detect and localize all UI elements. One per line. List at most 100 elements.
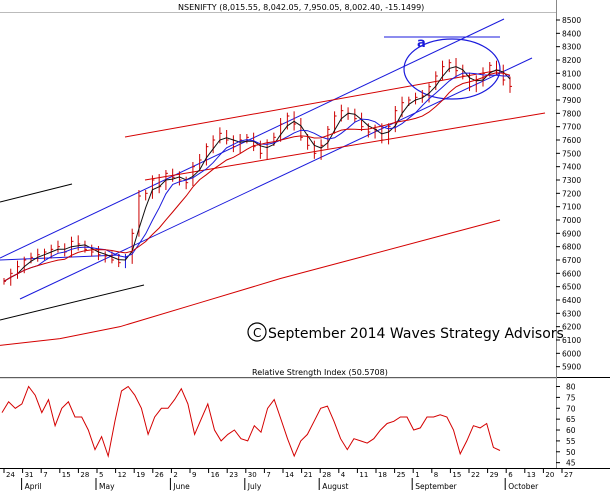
xaxis-day-label: 24 xyxy=(6,471,15,479)
price-ytick-label: 7700 xyxy=(562,123,581,132)
long-ma-line xyxy=(0,219,501,346)
price-ytick-label: 5900 xyxy=(562,363,581,372)
xaxis-month-label: July xyxy=(247,482,262,491)
blue-ellipse xyxy=(403,38,501,100)
rsi-ytick-label: 80 xyxy=(566,383,576,392)
rsi-ytick-label: 60 xyxy=(566,426,576,435)
price-ytick-label: 6400 xyxy=(562,296,581,305)
xaxis-day-label: 16 xyxy=(211,471,220,479)
watermark-text: September 2014 Waves Strategy Advisors xyxy=(268,326,564,342)
xaxis-month-label: June xyxy=(172,482,190,491)
rsi-line xyxy=(1,385,501,459)
xaxis-month-label: August xyxy=(322,482,348,491)
xaxis-day-label: 6 xyxy=(508,471,513,479)
xaxis-month-label: September xyxy=(415,482,457,491)
watermark: C September 2014 Waves Strategy Advisors xyxy=(247,322,564,342)
price-ytick-label: 7500 xyxy=(562,149,581,158)
price-header: NSENIFTY (8,015.55, 8,042.05, 7,950.05, … xyxy=(178,3,424,12)
rsi-header: Relative Strength Index (50.5708) xyxy=(252,368,388,377)
price-ytick-label: 8100 xyxy=(562,69,581,78)
xaxis-day-label: 11 xyxy=(359,471,368,479)
xaxis-day-label: 15 xyxy=(62,471,71,479)
price-ytick-label: 6200 xyxy=(562,323,581,332)
price-ytick-label: 8500 xyxy=(562,16,581,25)
xaxis-day-label: 30 xyxy=(248,471,257,479)
wave-a-marker: a xyxy=(384,36,500,51)
wave-label-a: a xyxy=(417,36,426,51)
xaxis-day-label: 13 xyxy=(527,471,536,479)
xaxis-day-label: 5 xyxy=(99,471,103,479)
price-ytick-label: 6500 xyxy=(562,283,581,292)
price-ytick-label: 7100 xyxy=(562,203,581,212)
price-ytick-label: 6100 xyxy=(562,336,581,345)
xaxis-day-label: 28 xyxy=(322,471,331,479)
price-ytick-label: 7600 xyxy=(562,136,581,145)
rsi-ytick-label: 45 xyxy=(566,459,576,468)
xaxis-day-label: 21 xyxy=(304,471,313,479)
rsi-ytick-label: 70 xyxy=(566,404,576,413)
rsi-ytick-label: 65 xyxy=(566,415,576,424)
ma-fast-line xyxy=(3,66,511,282)
price-ytick-label: 8300 xyxy=(562,43,581,52)
price-ytick-label: 7000 xyxy=(562,216,581,225)
xaxis-day-label: 20 xyxy=(545,471,554,479)
rsi-ytick-label: 75 xyxy=(566,393,576,402)
xaxis-day-label: 1 xyxy=(415,471,419,479)
xaxis-month-label: October xyxy=(508,482,539,491)
moving-averages xyxy=(3,66,511,282)
xaxis-day-label: 9 xyxy=(192,471,196,479)
red-channel-lower xyxy=(144,112,546,181)
price-ytick-label: 6900 xyxy=(562,229,581,238)
price-yaxis: 5900 6000 6100 6200 6300 6400 6500 6600 6700 6800… xyxy=(556,16,581,372)
price-ytick-label: 7900 xyxy=(562,96,581,105)
xaxis-day-label: 2 xyxy=(173,471,177,479)
price-ytick-label: 6700 xyxy=(562,256,581,265)
xaxis-day-label: 25 xyxy=(397,471,406,479)
xaxis-day-label: 14 xyxy=(285,471,294,479)
xaxis-day-label: 18 xyxy=(378,471,387,479)
black-trendline-lower xyxy=(0,284,145,321)
price-ytick-label: 7300 xyxy=(562,176,581,185)
black-trendline-upper xyxy=(0,183,73,203)
rsi-ytick-label: 50 xyxy=(566,448,576,457)
xaxis-day-label: 26 xyxy=(155,471,164,479)
price-ytick-label: 7800 xyxy=(562,109,581,118)
red-channel-upper xyxy=(124,69,501,138)
xaxis-day-label: 7 xyxy=(266,471,270,479)
xaxis-day-label: 7 xyxy=(43,471,47,479)
xaxis-day-label: 4 xyxy=(341,471,346,479)
price-ytick-label: 8200 xyxy=(562,56,581,65)
price-ytick-label: 7200 xyxy=(562,189,581,198)
long-moving-average xyxy=(0,219,501,346)
price-ytick-label: 8000 xyxy=(562,83,581,92)
price-ytick-label: 6300 xyxy=(562,309,581,318)
xaxis-day-label: 22 xyxy=(471,471,480,479)
blue-base-line xyxy=(0,254,121,261)
copyright-letter: C xyxy=(253,326,261,340)
xaxis-day-label: 23 xyxy=(229,471,238,479)
xaxis-day-label: 19 xyxy=(136,471,145,479)
xaxis-day-label: 28 xyxy=(80,471,89,479)
price-ytick-label: 8400 xyxy=(562,29,581,38)
xaxis-day-label: 8 xyxy=(434,471,438,479)
blue-channel-upper xyxy=(0,18,505,259)
ma-slow-line xyxy=(3,72,511,282)
xaxis-day-label: 15 xyxy=(452,471,461,479)
price-ytick-label: 6800 xyxy=(562,243,581,252)
xaxis-day-label: 31 xyxy=(25,471,34,479)
rsi-line-layer xyxy=(1,385,501,459)
copyright-circle xyxy=(247,322,267,342)
xaxis-day-label: 12 xyxy=(118,471,127,479)
xaxis-day-label: 29 xyxy=(490,471,499,479)
xaxis-month-label: May xyxy=(99,482,115,491)
price-ytick-label: 7400 xyxy=(562,163,581,172)
price-ytick-label: 6600 xyxy=(562,269,581,278)
xaxis-month-label: April xyxy=(25,482,42,491)
date-axis: 24 31 7 15 28 5 12 19 26 2 9 16 23 30 7 14 21 28 4 11 18 25 1 8… xyxy=(3,468,573,491)
xaxis-day-label: 27 xyxy=(564,471,573,479)
price-ytick-label: 6000 xyxy=(562,349,581,358)
